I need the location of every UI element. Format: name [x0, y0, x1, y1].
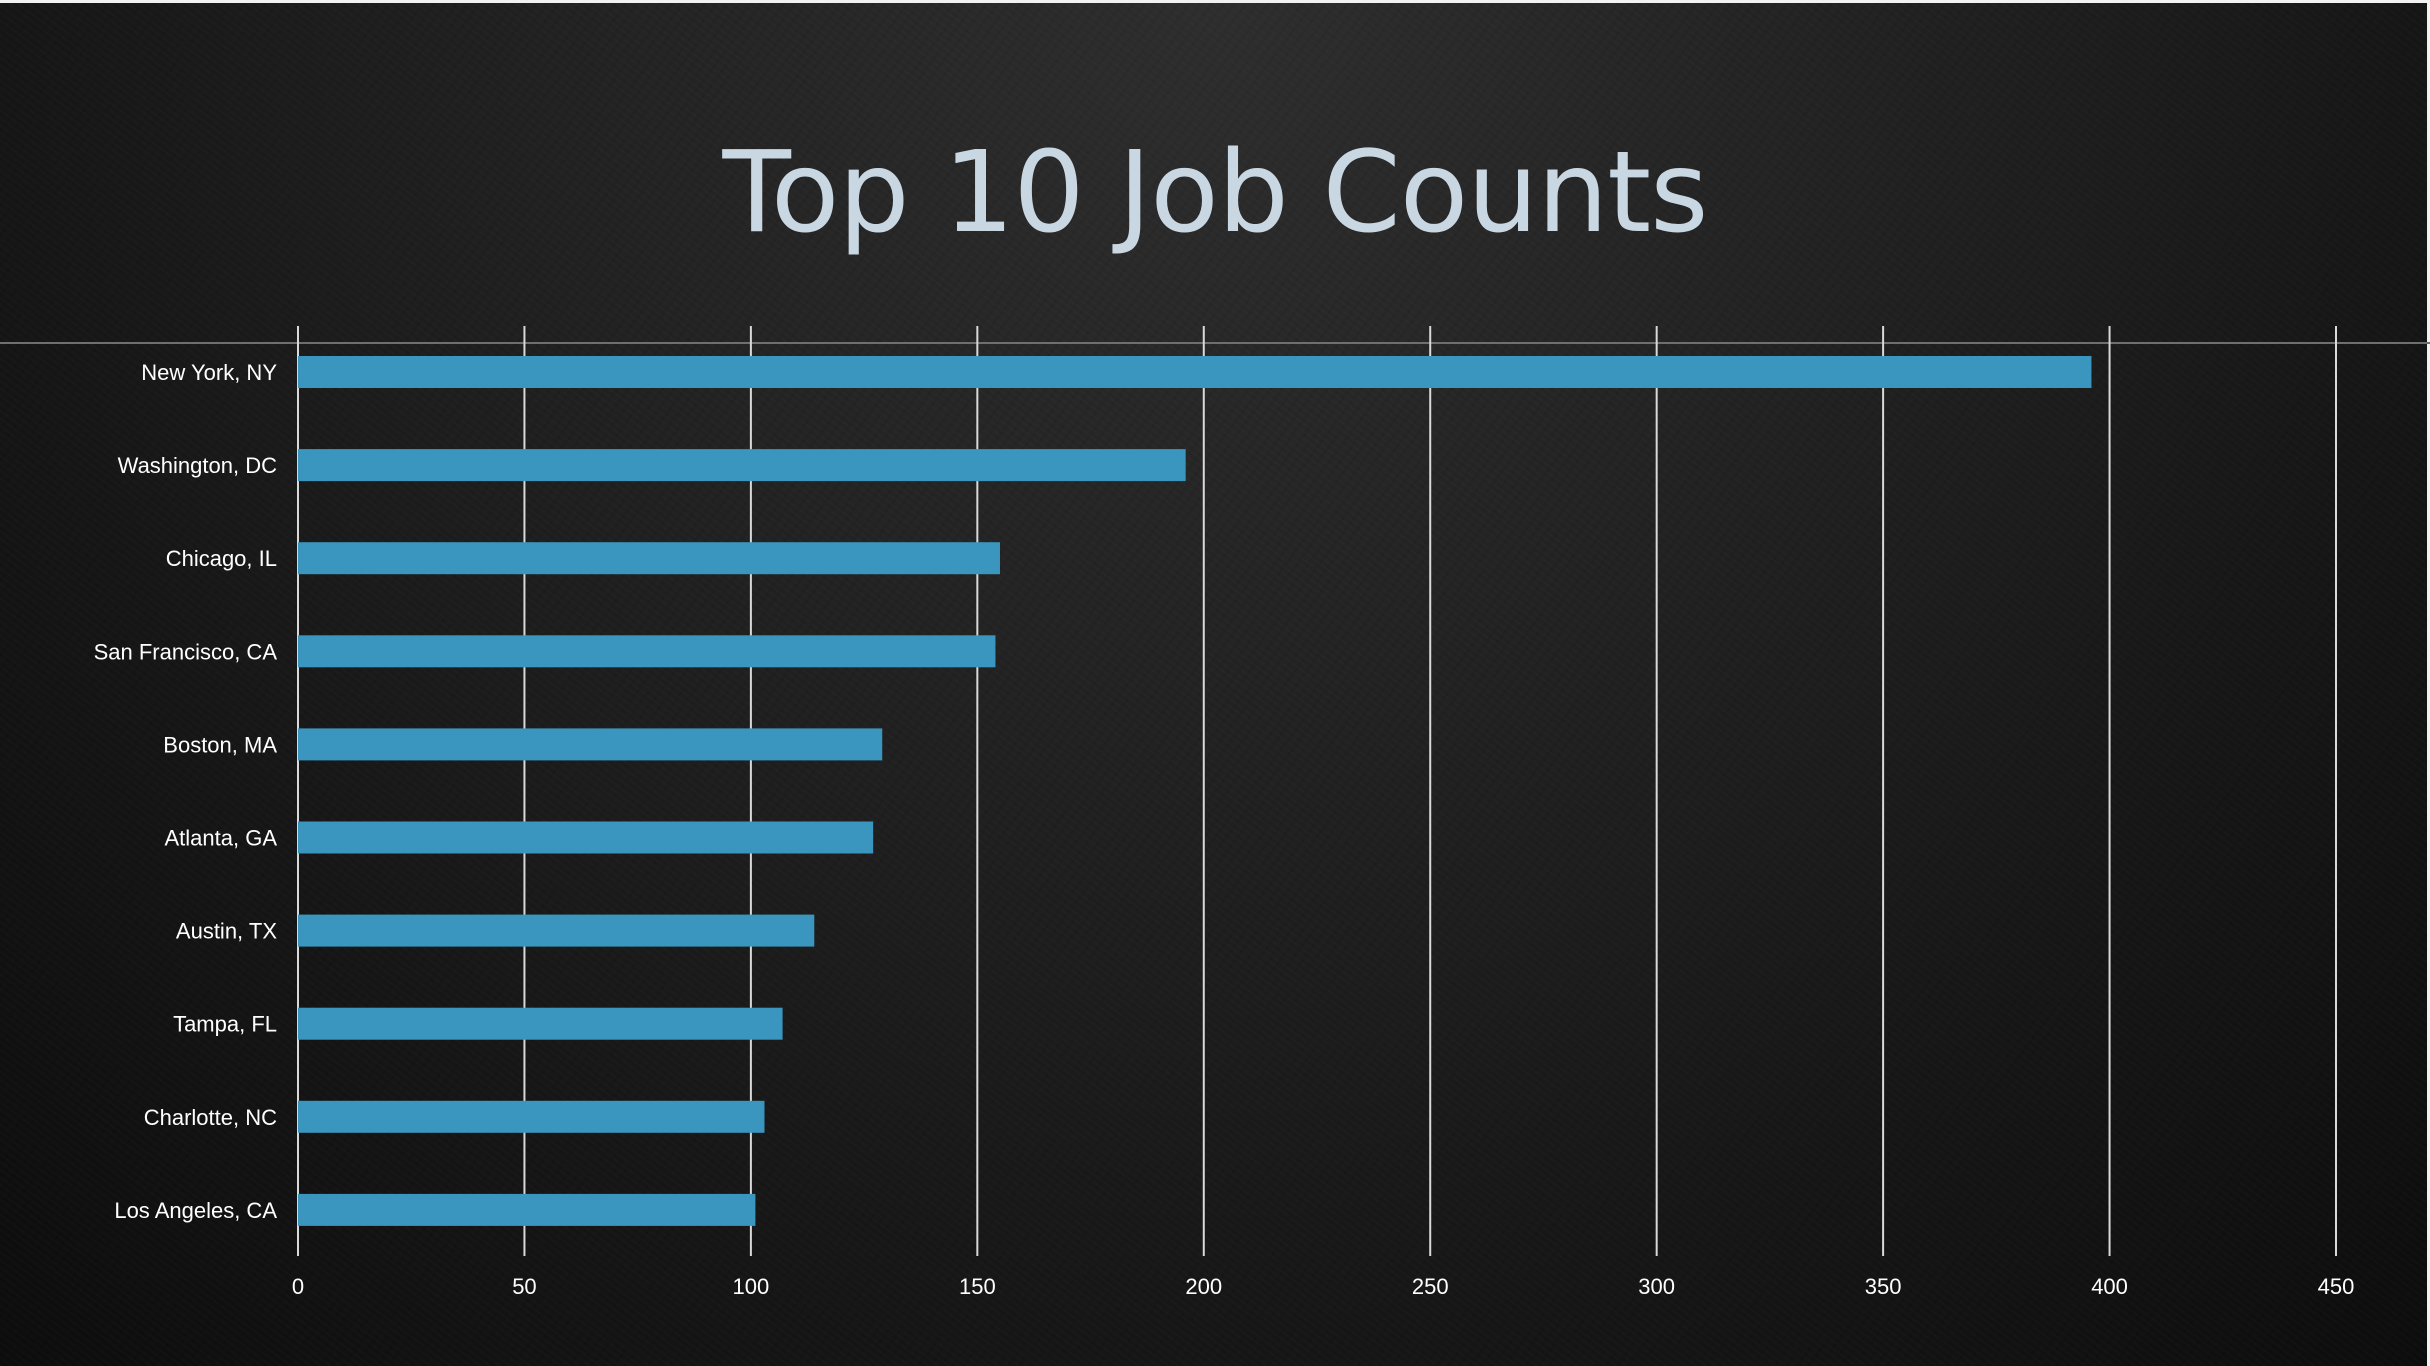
- x-tick-label: 0: [292, 1274, 304, 1299]
- bar-9: [298, 1193, 756, 1226]
- x-tick-labels: 0 50 100 150 200 250 300 350 400 450: [292, 1274, 2354, 1299]
- category-label: Washington, DC: [118, 453, 277, 478]
- bar-1: [298, 449, 1186, 482]
- bar-0: [298, 356, 2092, 388]
- x-tick-label: 150: [959, 1274, 996, 1299]
- chart-title: Top 10 Job Counts: [722, 128, 1709, 258]
- bar-5: [298, 821, 874, 854]
- bar-3: [298, 635, 996, 668]
- bar-2: [298, 542, 1000, 575]
- category-label: Boston, MA: [163, 732, 277, 757]
- category-label: Charlotte, NC: [144, 1105, 277, 1130]
- x-tick-label: 250: [1412, 1274, 1449, 1299]
- x-tick-label: 350: [1865, 1274, 1902, 1299]
- category-label: San Francisco, CA: [94, 639, 278, 664]
- x-tick-label: 400: [2091, 1274, 2128, 1299]
- category-label: Tampa, FL: [173, 1012, 277, 1037]
- x-tick-label: 450: [2318, 1274, 2355, 1299]
- category-label: Los Angeles, CA: [114, 1198, 277, 1223]
- category-label: Austin, TX: [176, 919, 277, 944]
- category-label: Atlanta, GA: [164, 826, 277, 851]
- bars: [298, 356, 2092, 1226]
- x-tick-label: 200: [1185, 1274, 1222, 1299]
- title-divider: [0, 342, 2430, 344]
- top-border: [0, 0, 2430, 3]
- bar-4: [298, 728, 883, 761]
- right-border: [2427, 0, 2430, 1366]
- category-labels: New York, NY Washington, DC Chicago, IL San…: [94, 360, 278, 1223]
- bar-6: [298, 914, 815, 947]
- bar-8: [298, 1100, 765, 1133]
- bar-7: [298, 1007, 783, 1040]
- x-tick-label: 50: [512, 1274, 536, 1299]
- category-label: Chicago, IL: [166, 546, 277, 571]
- x-tick-label: 100: [733, 1274, 770, 1299]
- category-label: New York, NY: [141, 360, 277, 385]
- x-tick-label: 300: [1638, 1274, 1675, 1299]
